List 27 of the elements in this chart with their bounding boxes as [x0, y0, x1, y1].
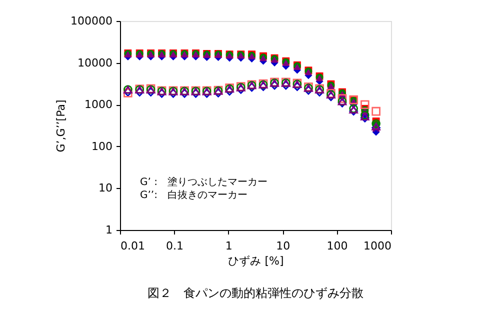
- point: [315, 88, 324, 96]
- annotation: G’’: 白抜きのマーカー: [140, 189, 248, 201]
- point: [168, 89, 178, 98]
- y-tick-label: 10: [98, 182, 112, 195]
- x-tick-label: 0.1: [166, 240, 184, 252]
- y-tick-label: 1: [106, 224, 112, 236]
- point: [292, 82, 302, 91]
- y-tick-label: 1000: [84, 98, 112, 112]
- text: 図２ 食パンの動的粘弾性のひずみ分散: [148, 286, 364, 300]
- x-tick-label: 0.01: [120, 240, 145, 252]
- point: [225, 86, 234, 96]
- point: [281, 80, 290, 90]
- point: [360, 100, 370, 110]
- point: [146, 88, 156, 96]
- x-tick-label: 1: [225, 240, 232, 252]
- point: [372, 106, 380, 116]
- x-tick-label: 100: [326, 240, 348, 252]
- point: [135, 88, 144, 96]
- point: [191, 89, 200, 98]
- y-axis-title: G’,G’’[Pa]: [54, 100, 68, 152]
- y-tick-label: 100: [92, 140, 112, 153]
- x-tick-label: 1000: [364, 240, 392, 252]
- x-axis-title: ひずみ [%]: [228, 254, 284, 268]
- annotation: G’ : 塗りつぶしたマーカー: [140, 176, 268, 188]
- y-tick-label: 100000: [70, 14, 112, 28]
- y-tick-label: 10000: [78, 56, 112, 70]
- x-tick-label: 10: [276, 240, 290, 252]
